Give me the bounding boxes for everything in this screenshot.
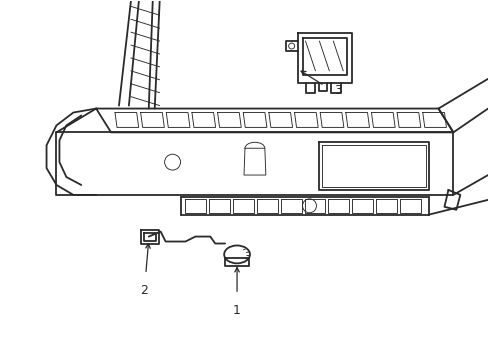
Text: 3: 3 — [334, 84, 342, 97]
Text: 2: 2 — [140, 284, 147, 297]
Text: 1: 1 — [233, 304, 241, 317]
